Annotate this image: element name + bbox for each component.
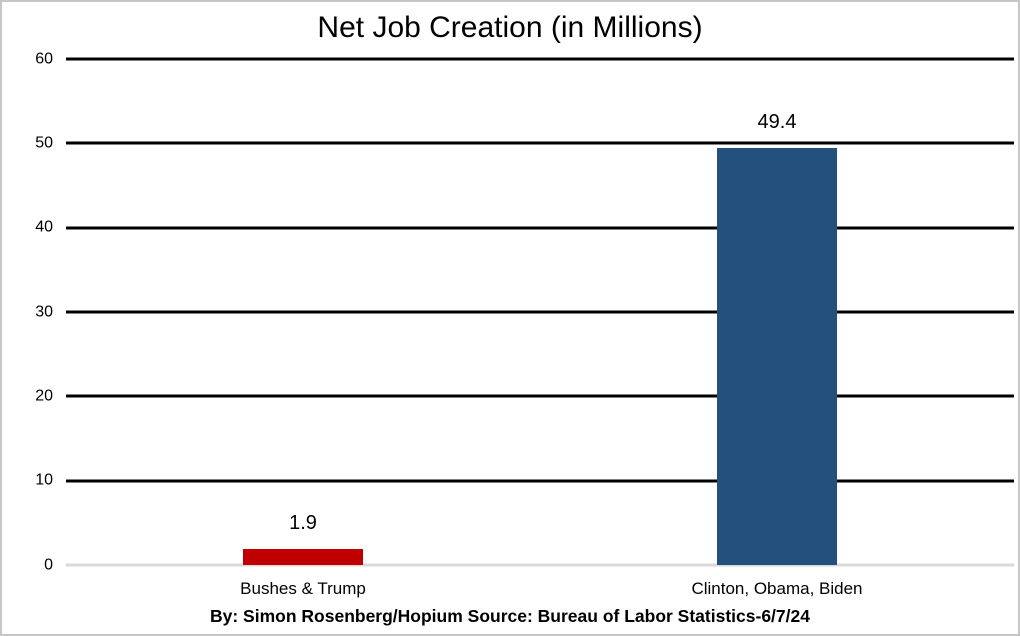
gridline-y-10: 10 xyxy=(35,472,1014,489)
gridline-y-20: 20 xyxy=(35,387,1014,404)
category-slot: 49.4 xyxy=(540,59,1014,565)
y-axis-tick-label: 40 xyxy=(35,218,53,236)
gridline-y-30: 30 xyxy=(35,303,1014,320)
gridline-y-0: 0 xyxy=(44,556,1014,573)
y-axis-tick-label: 30 xyxy=(35,303,53,320)
gridline-y-60: 60 xyxy=(35,50,1014,67)
bar-bushes-trump xyxy=(243,548,363,565)
y-axis-tick-label: 60 xyxy=(35,50,53,67)
x-axis-category-label: Bushes & Trump xyxy=(240,579,366,598)
gridline-y-40: 40 xyxy=(35,219,1014,236)
y-axis-tick-label: 10 xyxy=(35,471,53,489)
y-axis-tick-label: 20 xyxy=(35,387,53,405)
plot-area: 60 50 40 30 20 10 0 1.9 49.4 xyxy=(35,50,1014,573)
x-axis-category-labels: Bushes & Trump Clinton, Obama, Biden xyxy=(66,579,1014,601)
gridline-y-50: 50 xyxy=(35,134,1014,151)
y-axis-tick-label: 50 xyxy=(35,134,53,152)
category-slot: 1.9 xyxy=(66,59,540,565)
chart-title: Net Job Creation (in Millions) xyxy=(317,11,703,44)
bar-clinton-obama-biden xyxy=(717,148,837,565)
bar-value-label: 49.4 xyxy=(757,111,797,134)
source-credit: By: Simon Rosenberg/Hopium Source: Burea… xyxy=(210,606,810,626)
x-axis-category-label: Clinton, Obama, Biden xyxy=(691,579,863,598)
y-axis-tick-label: 0 xyxy=(44,556,53,573)
bar-value-label: 1.9 xyxy=(289,511,317,534)
